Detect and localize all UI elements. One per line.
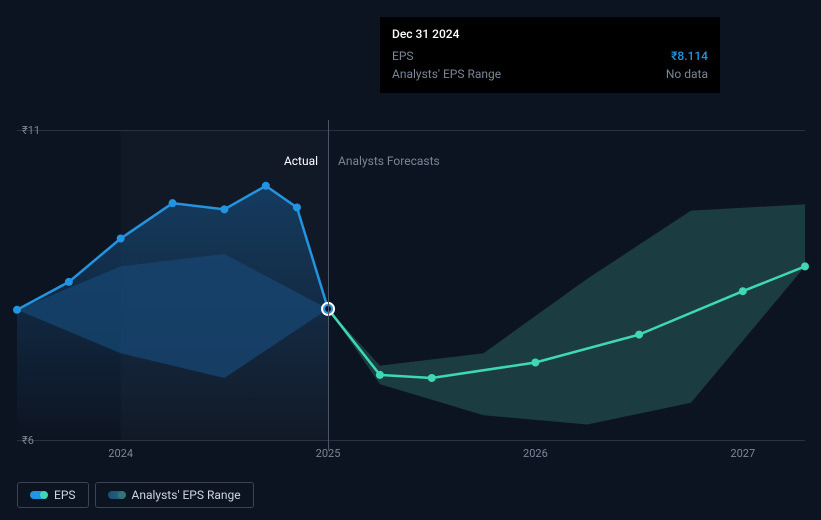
eps-area-fill bbox=[17, 186, 328, 440]
eps-point[interactable] bbox=[13, 306, 21, 314]
region-label-forecast: Analysts Forecasts bbox=[338, 154, 440, 168]
eps-point[interactable] bbox=[801, 262, 809, 270]
legend-label: Analysts' EPS Range bbox=[132, 488, 241, 502]
tooltip-row-label: EPS bbox=[392, 47, 414, 65]
chart-tooltip: Dec 31 2024 EPS₹8.114Analysts' EPS Range… bbox=[380, 17, 720, 93]
eps-point[interactable] bbox=[531, 359, 539, 367]
eps-point[interactable] bbox=[117, 235, 125, 243]
legend-swatch-icon bbox=[108, 491, 124, 499]
y-gridline bbox=[17, 440, 805, 441]
chart-cursor-line bbox=[328, 120, 329, 450]
eps-point[interactable] bbox=[293, 204, 301, 212]
tooltip-row-value: No data bbox=[666, 65, 708, 83]
eps-point[interactable] bbox=[739, 287, 747, 295]
tooltip-row: Analysts' EPS Range No data bbox=[392, 65, 708, 83]
x-tick-label: 2024 bbox=[108, 447, 133, 460]
chart-legend: EPS Analysts' EPS Range bbox=[17, 482, 254, 508]
eps-point[interactable] bbox=[169, 199, 177, 207]
eps-point[interactable] bbox=[65, 278, 73, 286]
y-gridline bbox=[17, 130, 805, 131]
region-label-actual: Actual bbox=[278, 154, 318, 168]
eps-point[interactable] bbox=[376, 371, 384, 379]
eps-point[interactable] bbox=[635, 331, 643, 339]
eps-point[interactable] bbox=[428, 374, 436, 382]
analysts-range-area-forecast bbox=[328, 204, 805, 424]
tooltip-date: Dec 31 2024 bbox=[392, 27, 708, 41]
tooltip-row: EPS ₹8.114 bbox=[392, 47, 708, 65]
x-tick-label: 2026 bbox=[523, 447, 548, 460]
eps-point[interactable] bbox=[220, 205, 228, 213]
legend-swatch-icon bbox=[30, 491, 46, 499]
tooltip-row-value: ₹8.114 bbox=[671, 47, 708, 65]
legend-label: EPS bbox=[54, 488, 76, 502]
y-tick-label: ₹11 bbox=[22, 124, 40, 137]
y-tick-label: ₹6 bbox=[22, 434, 34, 447]
tooltip-row-label: Analysts' EPS Range bbox=[392, 65, 501, 83]
legend-item-eps[interactable]: EPS bbox=[17, 482, 89, 508]
x-tick-label: 2027 bbox=[730, 447, 755, 460]
legend-item-range[interactable]: Analysts' EPS Range bbox=[95, 482, 254, 508]
eps-point[interactable] bbox=[262, 182, 270, 190]
